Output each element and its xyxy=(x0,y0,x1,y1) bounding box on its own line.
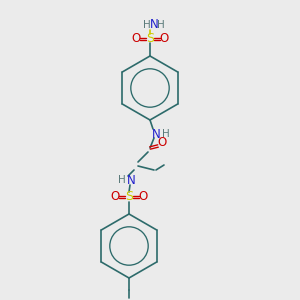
Text: O: O xyxy=(138,190,148,203)
Text: S: S xyxy=(146,32,154,46)
Text: H: H xyxy=(143,20,151,30)
Text: O: O xyxy=(110,190,120,203)
Text: N: N xyxy=(150,17,158,31)
Text: O: O xyxy=(159,32,169,46)
Text: H: H xyxy=(162,129,170,139)
Text: S: S xyxy=(125,190,133,203)
Text: H: H xyxy=(157,20,165,30)
Text: O: O xyxy=(131,32,141,46)
Text: N: N xyxy=(152,128,160,140)
Text: H: H xyxy=(118,175,126,185)
Text: O: O xyxy=(158,136,166,148)
Text: N: N xyxy=(127,175,135,188)
